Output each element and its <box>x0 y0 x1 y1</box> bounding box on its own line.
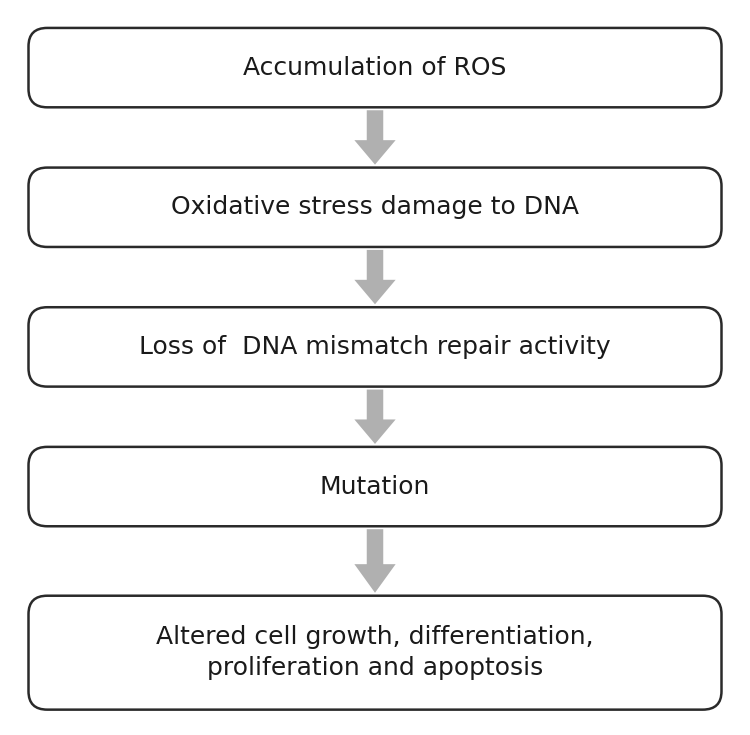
Polygon shape <box>354 529 396 592</box>
FancyBboxPatch shape <box>28 595 722 710</box>
Text: Loss of  DNA mismatch repair activity: Loss of DNA mismatch repair activity <box>140 335 610 359</box>
Polygon shape <box>354 250 396 304</box>
FancyBboxPatch shape <box>28 168 722 247</box>
FancyBboxPatch shape <box>28 307 722 387</box>
Text: Oxidative stress damage to DNA: Oxidative stress damage to DNA <box>171 196 579 219</box>
FancyBboxPatch shape <box>28 447 722 526</box>
Text: Mutation: Mutation <box>320 475 430 498</box>
FancyBboxPatch shape <box>28 28 722 107</box>
Polygon shape <box>354 390 396 444</box>
Polygon shape <box>354 110 396 165</box>
Text: Altered cell growth, differentiation,
proliferation and apoptosis: Altered cell growth, differentiation, pr… <box>156 625 594 681</box>
Text: Accumulation of ROS: Accumulation of ROS <box>243 56 507 79</box>
